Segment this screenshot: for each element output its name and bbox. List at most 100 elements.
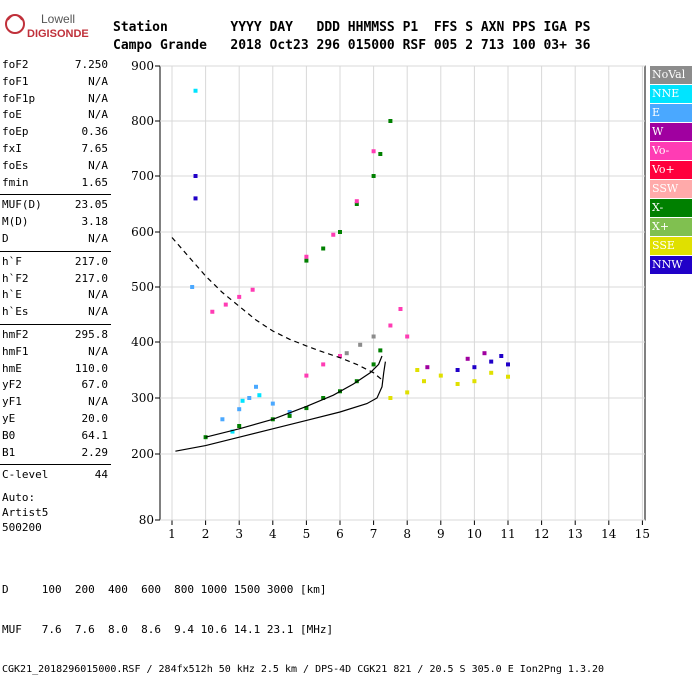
- param-value: 2.29: [81, 445, 109, 459]
- param-row: foF2 7.250: [2, 58, 108, 74]
- y-tick-label: 200: [131, 447, 154, 461]
- param-label: D: [2, 232, 9, 245]
- series-point: [455, 382, 460, 386]
- param-value: 217.0: [74, 271, 108, 285]
- param-value: N/A: [88, 288, 108, 302]
- param-value: 7.65: [81, 142, 109, 155]
- param-value: N/A: [88, 395, 108, 409]
- series-point: [472, 365, 477, 370]
- param-value: N/A: [88, 344, 108, 358]
- x-tick-label: 9: [437, 527, 445, 541]
- series-point: [257, 393, 262, 398]
- param-row: B1 2.29: [2, 446, 108, 462]
- param-row: h`F2 217.0: [2, 272, 108, 288]
- series-point: [371, 174, 376, 178]
- series-point: [223, 302, 228, 307]
- plot-frame: [159, 65, 646, 521]
- param-label: h`Es: [2, 305, 29, 319]
- series-point: [270, 401, 275, 406]
- param-label: yF1: [2, 395, 22, 409]
- logo-line2: DIGISONDE: [27, 28, 89, 40]
- series-point: [489, 359, 494, 364]
- param-label: foEp: [2, 125, 29, 139]
- extraordinary-dashed-curve: [171, 237, 385, 382]
- header-row-labels: Station YYYY DAY DDD HHMMSS P1 FFS S AXN…: [113, 20, 591, 35]
- x-tick-label: 8: [403, 527, 411, 541]
- x-tick-label: 14: [601, 527, 617, 541]
- param-row: foEs N/A: [2, 159, 108, 175]
- y-tick-label: 800: [131, 114, 154, 128]
- param-label: h`F2: [2, 271, 29, 285]
- series-point: [321, 362, 326, 367]
- param-value: 44: [94, 468, 108, 482]
- logo-graphic: Lowell DIGISONDE: [5, 12, 89, 40]
- param-row: yF2 67.0: [2, 378, 108, 394]
- param-row: h`Es N/A: [2, 305, 108, 321]
- x-tick-label: 1: [168, 527, 176, 541]
- param-label: foEs: [2, 158, 29, 172]
- param-value: 295.8: [74, 328, 108, 341]
- param-value: N/A: [88, 91, 108, 105]
- footer-muf-row: MUF 7.6 7.6 8.0 8.6 9.4 10.6 14.1 23.1 […: [2, 623, 334, 636]
- series-point: [230, 429, 235, 434]
- param-row: foE N/A: [2, 108, 108, 124]
- series-point: [455, 368, 460, 372]
- param-label: fxI: [2, 142, 22, 155]
- legend-item: Vo-: [650, 142, 692, 160]
- param-separator: [0, 324, 111, 325]
- param-row: h`F 217.0: [2, 255, 108, 271]
- series-point: [371, 362, 376, 367]
- ionogram-plot: 1 2 3 4 5 6 7 8 9 10 11 12 13 14 158020030040050060070…: [131, 59, 650, 541]
- param-row: fxI 7.65: [2, 142, 108, 158]
- param-label: M(D): [2, 215, 29, 229]
- series-point: [371, 334, 376, 339]
- param-label: h`F: [2, 254, 22, 268]
- param-value: N/A: [88, 158, 108, 172]
- param-separator: [0, 250, 111, 252]
- param-label: hmF1: [2, 344, 29, 358]
- param-value: 64.1: [81, 428, 109, 442]
- series-point: [482, 351, 487, 356]
- profile-solid-curve: [175, 361, 386, 452]
- param-label: C-level: [2, 468, 49, 482]
- param-row: yF1 N/A: [2, 395, 108, 411]
- series-point: [250, 287, 255, 292]
- header-row-values: Campo Grande 2018 Oct23 296 015000 RSF 0…: [113, 38, 591, 53]
- param-value: 0.36: [81, 125, 109, 139]
- x-tick-label: 15: [635, 527, 650, 541]
- x-tick-label: 11: [500, 527, 515, 541]
- series-point: [398, 307, 403, 311]
- series-point: [344, 351, 349, 356]
- legend-item: NoVal: [650, 66, 692, 84]
- param-row: hmF2 295.8: [2, 328, 108, 344]
- param-label: foE: [2, 108, 22, 122]
- series-point: [378, 152, 383, 156]
- series-point: [254, 384, 258, 389]
- y-tick-label: 500: [131, 280, 154, 294]
- series-point: [499, 354, 504, 358]
- param-value: 3.18: [81, 215, 109, 229]
- series-point: [378, 348, 383, 353]
- series-point: [388, 323, 393, 328]
- series-point: [321, 396, 326, 400]
- param-label: hmF2: [2, 328, 29, 341]
- param-value: 67.0: [81, 378, 109, 392]
- series-point: [354, 202, 359, 206]
- legend-item: X-: [650, 199, 692, 217]
- param-label: foF2: [2, 58, 29, 71]
- virtual-height-curve: [205, 355, 383, 438]
- series-point: [388, 396, 393, 400]
- series-point: [237, 407, 242, 412]
- auto-method: Artist5: [2, 506, 49, 520]
- param-value: N/A: [88, 74, 108, 88]
- series-point: [304, 254, 309, 259]
- param-value: N/A: [88, 232, 108, 245]
- series-point: [338, 354, 342, 358]
- param-label: yE: [2, 412, 16, 425]
- param-row: B0 64.1: [2, 429, 108, 445]
- series-point: [193, 88, 198, 93]
- legend: NoVal NNE E W Vo- Vo+ SSW X- X+ SSE NNW: [650, 66, 692, 275]
- x-tick-label: 6: [336, 527, 344, 541]
- param-row: hmE 110.0: [2, 362, 108, 378]
- param-label: B0: [2, 428, 16, 442]
